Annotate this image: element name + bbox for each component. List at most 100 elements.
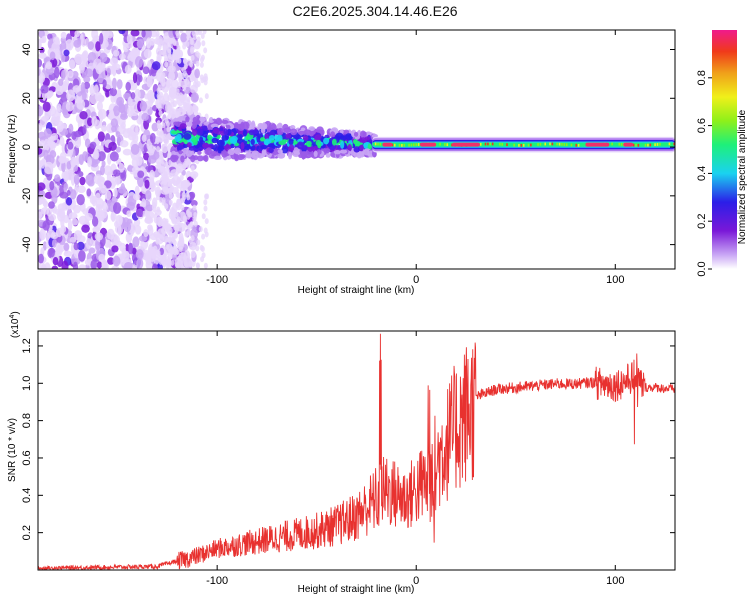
heatmap-line-cell xyxy=(530,143,532,147)
heatmap-cell xyxy=(109,151,119,162)
heatmap-line-cell xyxy=(401,143,403,147)
heatmap-cell xyxy=(43,200,49,208)
heatmap-cell xyxy=(183,216,188,223)
heatmap-cell xyxy=(142,66,150,75)
heatmap-cell xyxy=(157,166,162,173)
heatmap-cell xyxy=(229,137,236,144)
heatmap-cell xyxy=(173,224,178,231)
heatmap-cell xyxy=(120,113,128,120)
heatmap-cell xyxy=(117,186,127,194)
heatmap-cell xyxy=(170,97,175,104)
heatmap-line-cell xyxy=(396,143,398,147)
heatmap-cell xyxy=(278,140,287,146)
heatmap-cell xyxy=(205,193,210,200)
heatmap-cell xyxy=(105,74,111,84)
heatmap-cell xyxy=(91,216,99,227)
heatmap-cell xyxy=(86,188,92,197)
heatmap-cell xyxy=(156,87,161,94)
heatmap-cell xyxy=(202,30,207,35)
heatmap-cell xyxy=(76,99,86,110)
heatmap-cell xyxy=(324,147,331,154)
heatmap-cell xyxy=(190,155,196,160)
heatmap-cell xyxy=(76,194,85,206)
heatmap-line-cell xyxy=(556,142,558,146)
heatmap-cell xyxy=(156,228,166,239)
heatmap-line-cell xyxy=(575,143,578,147)
heatmap-cell xyxy=(54,174,61,182)
heatmap-cell xyxy=(141,134,147,143)
heatmap-cell xyxy=(38,88,42,100)
heatmap-cell xyxy=(190,250,196,258)
heatmap-cell xyxy=(123,221,132,233)
heatmap-cell xyxy=(161,72,166,79)
heatmap-line-cell xyxy=(644,143,647,147)
heatmap-cell xyxy=(60,216,65,228)
heatmap-cell xyxy=(190,54,195,61)
heatmap-cell xyxy=(221,135,229,141)
heatmap-cell xyxy=(199,61,204,68)
heatmap-line-cell xyxy=(415,143,418,147)
heatmap-cell xyxy=(308,126,316,132)
heatmap-cell xyxy=(293,150,300,157)
heatmap-cell xyxy=(77,185,86,194)
heatmap-cell xyxy=(151,263,158,269)
heatmap-cell xyxy=(203,121,210,126)
heatmap-cell xyxy=(111,245,119,253)
heatmap-cell xyxy=(340,140,345,149)
heatmap-cell xyxy=(182,162,187,169)
heatmap-cell xyxy=(213,155,222,161)
heatmap-cell xyxy=(40,158,46,169)
heatmap-cell xyxy=(161,122,166,129)
heatmap-cell xyxy=(79,176,86,186)
heatmap-cell xyxy=(203,47,208,54)
heatmap-cell xyxy=(155,194,160,201)
heatmap-cell xyxy=(226,124,231,130)
heatmap-line-cell xyxy=(673,142,675,146)
heatmap-cell xyxy=(64,78,70,86)
heatmap-cell xyxy=(97,151,106,162)
heatmap-cell xyxy=(168,83,173,90)
heatmap-cell xyxy=(129,124,139,136)
heatmap-line-cell xyxy=(408,143,410,147)
heatmap-line-cell xyxy=(479,142,482,146)
heatmap-cell xyxy=(196,128,204,136)
heatmap-cell xyxy=(171,150,176,156)
heatmap-cell xyxy=(177,57,182,64)
heatmap-cell xyxy=(157,221,162,228)
heatmap-cell xyxy=(78,154,85,166)
heatmap-cell xyxy=(47,33,53,40)
heatmap-cell xyxy=(164,220,169,227)
heatmap-cell xyxy=(156,102,161,109)
bottom-x-axis-label: Height of straight line (km) xyxy=(298,584,415,595)
heatmap-cell xyxy=(138,235,148,242)
heatmap-cell xyxy=(177,81,182,88)
heatmap-cell xyxy=(38,105,44,117)
bottom-y-tick-label: 0.2 xyxy=(21,525,33,540)
heatmap-line-cell xyxy=(666,142,668,146)
heatmap-line-cell xyxy=(608,142,611,146)
heatmap-cell xyxy=(171,66,176,73)
heatmap-cell xyxy=(82,124,87,135)
heatmap-cell xyxy=(87,41,95,50)
heatmap-cell xyxy=(126,33,133,45)
heatmap-line-cell xyxy=(417,143,420,146)
heatmap-cell xyxy=(49,51,56,60)
heatmap-line-cell xyxy=(525,143,527,147)
heatmap-cell xyxy=(168,227,173,234)
heatmap-cell xyxy=(210,150,218,157)
heatmap-cell xyxy=(128,242,134,255)
heatmap-cell xyxy=(171,113,176,120)
heatmap-cell xyxy=(164,61,169,68)
heatmap-cell xyxy=(151,201,157,213)
heatmap-cell xyxy=(182,84,187,91)
heatmap-cell xyxy=(158,150,163,157)
heatmap-cell xyxy=(190,165,195,172)
heatmap-cell xyxy=(126,127,133,135)
heatmap-cell xyxy=(67,141,74,150)
heatmap-cell xyxy=(180,72,185,79)
heatmap-cell xyxy=(114,220,119,228)
heatmap-cell xyxy=(164,117,169,124)
heatmap-cell xyxy=(59,136,65,147)
heatmap-cell xyxy=(58,78,64,87)
